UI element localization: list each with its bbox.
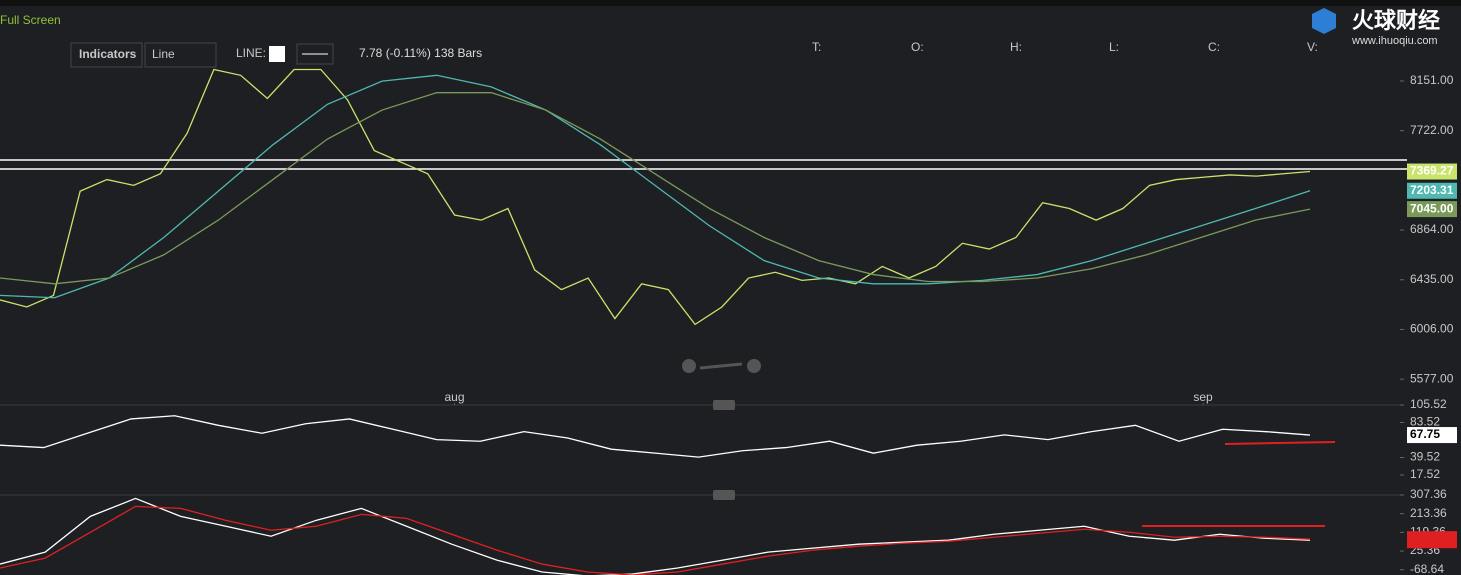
- y-tick-label: 6864.00: [1410, 222, 1454, 236]
- fullscreen[interactable]: Full Screen: [0, 13, 61, 27]
- top-bar: [0, 0, 1461, 6]
- y-tick-label: 6435.00: [1410, 272, 1454, 286]
- series-line: [0, 505, 1311, 575]
- ohlc-label: H:: [1010, 40, 1022, 54]
- info: 7.78 (-0.11%) 138 Bars: [359, 46, 482, 60]
- zoom-in[interactable]: [747, 359, 761, 373]
- y-tick-label: 213.36: [1410, 506, 1447, 520]
- y-tick-label: 105.52: [1410, 397, 1447, 411]
- color-swatch[interactable]: [269, 46, 285, 62]
- series-line: [0, 92, 1311, 285]
- logo-url: www.ihuoqiu.com: [1351, 35, 1438, 47]
- series-line: [0, 74, 1311, 299]
- logo-icon: [1312, 8, 1336, 34]
- zoom-out[interactable]: [682, 359, 696, 373]
- logo-name: 火球财经: [1352, 8, 1440, 33]
- ohlc-label: C:: [1208, 40, 1220, 54]
- y-tick-label: 7722.00: [1410, 123, 1454, 137]
- pane-handle[interactable]: [713, 400, 735, 410]
- y-tick-label: 307.36: [1410, 487, 1447, 501]
- type-select[interactable]: [144, 42, 217, 68]
- price-tag-label: 7045.00: [1410, 201, 1454, 215]
- y-tick-label: 5577.00: [1410, 371, 1454, 385]
- price-tag: [1407, 182, 1457, 199]
- price-tag: [1407, 163, 1457, 180]
- x-tick-label: sep: [1193, 390, 1213, 404]
- ohlc-label: V:: [1307, 40, 1318, 54]
- price-tag: [1407, 531, 1457, 548]
- pane-handle[interactable]: [713, 490, 735, 500]
- x-tick-label: aug: [444, 390, 464, 404]
- price-tag: [1407, 201, 1457, 218]
- y-tick-label: 83.52: [1410, 415, 1440, 429]
- series-line: [0, 415, 1311, 458]
- y-tick-label: -68.64: [1410, 562, 1444, 575]
- y-tick-label: 17.52: [1410, 467, 1440, 481]
- price-tag-label: 67.75: [1410, 427, 1440, 441]
- price-tag-label: 7203.31: [1410, 183, 1454, 197]
- chart-type[interactable]: Line: [152, 47, 175, 61]
- indicators[interactable]: Indicators: [79, 47, 137, 61]
- y-tick-label: 6006.00: [1410, 322, 1454, 336]
- ohlc-label: L:: [1109, 40, 1119, 54]
- indicators-button[interactable]: [70, 42, 143, 68]
- zoom-slider[interactable]: [699, 362, 743, 370]
- series-line: [0, 68, 1311, 326]
- y-tick-label: 8151.00: [1410, 73, 1454, 87]
- price-tag: [1407, 427, 1457, 444]
- line-style[interactable]: [296, 43, 334, 65]
- line-label: LINE:: [236, 46, 266, 60]
- series-line: [0, 497, 1311, 575]
- price-tag-label: 7369.27: [1410, 164, 1454, 178]
- annotation-arrow: [1224, 441, 1336, 445]
- ohlc-label: T:: [812, 40, 821, 54]
- ohlc-label: O:: [911, 40, 924, 54]
- y-tick-label: 39.52: [1410, 450, 1440, 464]
